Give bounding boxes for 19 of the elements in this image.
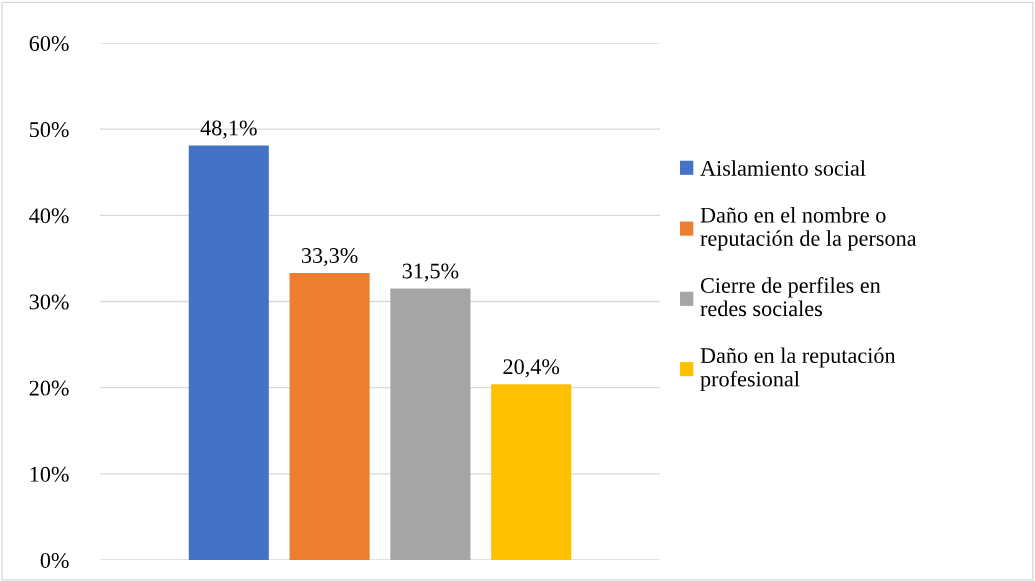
legend-label: Aislamiento social	[700, 160, 866, 176]
legend-label: Cierre de perfiles en redes sociales	[700, 277, 881, 317]
y-tick-label: 0%	[40, 552, 69, 568]
y-tick-label: 60%	[29, 35, 69, 51]
legend-label: Daño en el nombre o reputación de la persona	[700, 207, 917, 251]
y-tick-label: 30%	[29, 294, 69, 310]
bar	[188, 145, 269, 560]
y-tick-label: 50%	[30, 122, 69, 138]
y-tick-label: 20%	[29, 380, 69, 396]
y-tick-label: 10%	[30, 466, 69, 482]
y-tick-label: 40%	[29, 208, 69, 224]
legend-label: Daño en la reputación profesional	[700, 347, 896, 392]
bar	[390, 288, 471, 560]
data-label: 31,5%	[402, 263, 459, 282]
data-label: 48,1%	[200, 120, 257, 139]
bar	[491, 384, 572, 560]
data-label: 20,4%	[503, 359, 560, 378]
data-label: 33,3%	[301, 248, 358, 267]
bar	[289, 273, 370, 560]
